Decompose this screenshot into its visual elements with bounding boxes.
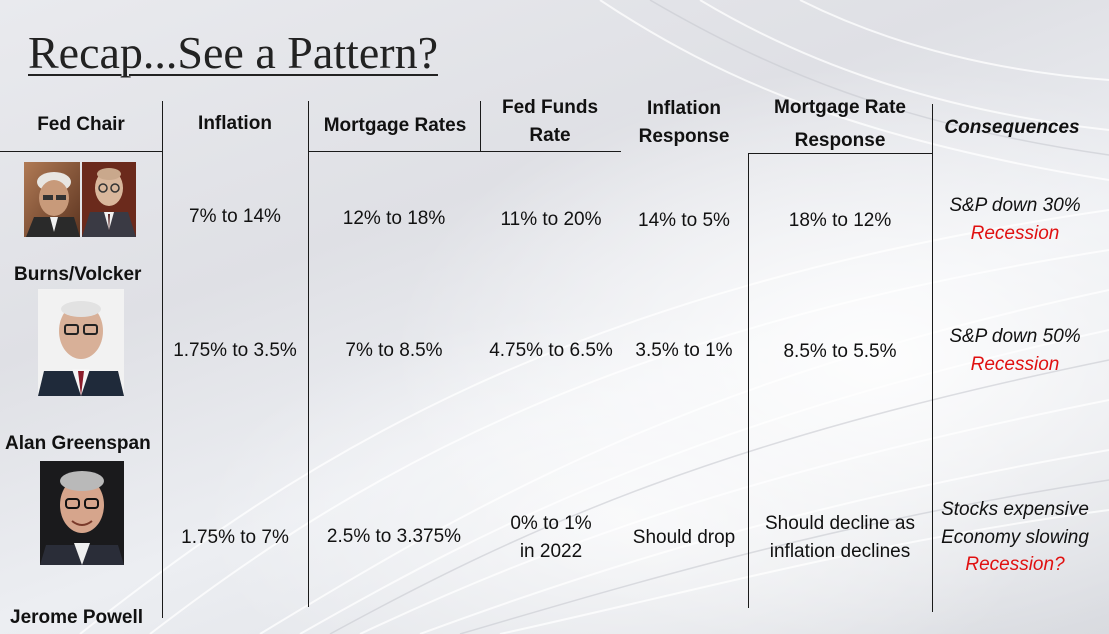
row3-inflation: 1.75% to 7% [181, 527, 289, 548]
row3-inflation-response: Should drop [632, 527, 736, 548]
volcker-photo [82, 162, 136, 237]
header-inflation: Inflation [198, 113, 272, 134]
header-mortgage-response-line2: Response [794, 130, 886, 151]
row2-mortgage-rates: 7% to 8.5% [345, 340, 443, 361]
header-inflation-response-line2: Response [638, 126, 730, 147]
row1-consequence: S&P down 30% [949, 195, 1081, 216]
column-divider-3 [480, 101, 481, 152]
row1-fed-funds: 11% to 20% [500, 209, 602, 230]
row3-fed-funds-line1: 0% to 1% [510, 513, 592, 534]
row1-inflation: 7% to 14% [189, 206, 281, 227]
header-fed-funds-line2: Rate [529, 125, 571, 146]
row1-mortgage-rates: 12% to 18% [342, 208, 446, 229]
column-divider-2 [308, 101, 309, 607]
row3-consequence-recession: Recession? [965, 554, 1065, 575]
row3-consequence-2: Economy slowing [941, 527, 1089, 548]
row2-consequence: S&P down 50% [949, 326, 1081, 347]
row2-inflation-response: 3.5% to 1% [635, 340, 733, 361]
header-fed-funds-rate: Fed Funds Rate [480, 94, 620, 150]
row1-inflation-response: 14% to 5% [638, 210, 730, 231]
header-inflation-response-line1: Inflation [647, 98, 721, 119]
row1-mortgage-response: 18% to 12% [788, 210, 892, 231]
column-divider-4 [748, 153, 749, 608]
row2-consequence-recession: Recession [970, 354, 1060, 375]
header-mortgage-response-line1: Mortgage Rate [774, 97, 906, 118]
row1-consequence-recession: Recession [970, 223, 1060, 244]
header-divider-fed-chair [0, 151, 162, 152]
header-inflation-response: Inflation Response [620, 95, 748, 151]
row3-fed-funds: 0% to 1% in 2022 [480, 510, 622, 566]
row2-fed-funds: 4.75% to 6.5% [489, 340, 613, 361]
chair-name-burns-volcker: Burns/Volcker [14, 264, 142, 285]
column-divider-5 [932, 104, 933, 612]
greenspan-photo [38, 289, 124, 396]
row3-mortgage-response-line2: inflation declines [769, 541, 911, 562]
header-mortgage-rate-response: Mortgage Rate Response [748, 91, 932, 157]
column-divider-1 [162, 101, 163, 618]
row2-inflation: 1.75% to 3.5% [173, 340, 297, 361]
row3-consequence-1: Stocks expensive [941, 499, 1089, 520]
header-fed-chair: Fed Chair [37, 114, 125, 135]
row3-mortgage-response-line1: Should decline as [765, 513, 915, 534]
powell-photo [40, 461, 124, 565]
slide-title: Recap...See a Pattern? [28, 27, 438, 78]
header-mortgage-rates: Mortgage Rates [323, 115, 467, 136]
burns-photo [24, 162, 80, 237]
chair-name-powell: Jerome Powell [10, 607, 144, 628]
header-divider-mortgage-fedfunds [308, 151, 621, 152]
header-fed-funds-line1: Fed Funds [501, 97, 599, 118]
row3-mortgage-rates: 2.5% to 3.375% [326, 526, 462, 547]
row2-mortgage-response: 8.5% to 5.5% [783, 341, 897, 362]
chair-name-greenspan: Alan Greenspan [5, 433, 151, 454]
row3-fed-funds-line2: in 2022 [519, 541, 583, 562]
header-consequences: Consequences [944, 117, 1080, 138]
header-divider-mortgage-response [748, 153, 932, 154]
row3-mortgage-response: Should decline as inflation declines [748, 510, 932, 566]
